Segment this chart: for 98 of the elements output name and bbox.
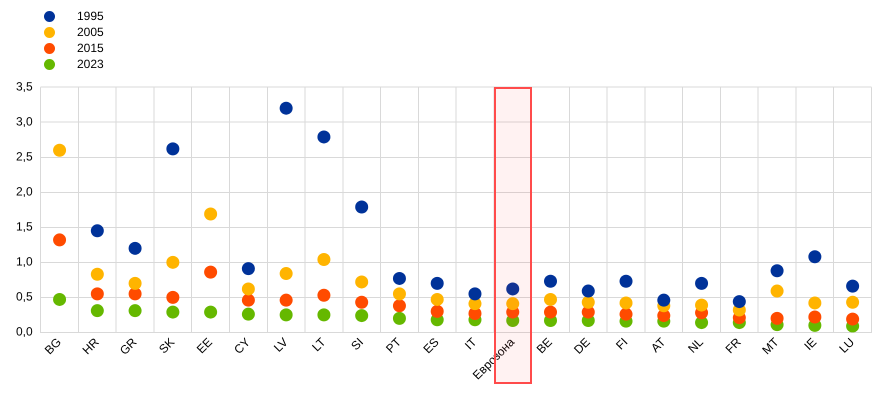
point <box>430 292 444 306</box>
x-tick-label: NL <box>685 334 706 356</box>
point <box>732 295 746 308</box>
point <box>242 282 255 296</box>
point <box>128 304 142 318</box>
point <box>53 292 66 306</box>
point <box>544 292 557 306</box>
point <box>657 294 670 307</box>
point <box>770 264 784 278</box>
x-tick-label: ES <box>420 335 442 356</box>
point <box>90 224 104 238</box>
point <box>770 312 784 325</box>
point <box>317 130 330 144</box>
x-tick-label: AT <box>648 334 669 356</box>
point <box>355 200 368 214</box>
point <box>128 287 142 300</box>
x-tick-label: LV <box>270 335 291 355</box>
y-tick-label: 2,5 <box>16 150 33 164</box>
point <box>846 312 860 326</box>
point <box>620 296 633 310</box>
x-tick-label: IT <box>462 334 480 352</box>
point <box>90 268 104 281</box>
point <box>808 310 822 324</box>
point <box>204 266 218 279</box>
point <box>846 280 860 293</box>
y-tick-label: 1,5 <box>16 220 33 234</box>
point <box>280 102 293 115</box>
point <box>392 299 406 312</box>
point <box>430 276 444 290</box>
point <box>317 288 330 302</box>
point <box>468 287 482 300</box>
x-tick-label: BE <box>534 335 555 356</box>
x-tick-label: SK <box>156 335 178 356</box>
point <box>280 294 293 307</box>
point <box>166 306 180 319</box>
x-tick-label: MT <box>759 334 782 358</box>
point <box>204 207 218 220</box>
x-tick-label: DE <box>571 335 593 357</box>
y-tick-label: 0,0 <box>16 324 33 339</box>
legend-label: 2005 <box>77 25 104 39</box>
point <box>770 284 784 298</box>
y-tick-label: 0,5 <box>16 290 33 304</box>
point <box>392 287 406 300</box>
point <box>90 304 104 318</box>
x-tick-label: SI <box>348 335 366 353</box>
point <box>582 284 595 298</box>
y-tick-label: 2,0 <box>16 184 33 199</box>
x-tick-label: GR <box>116 334 140 358</box>
point <box>695 298 708 312</box>
point <box>280 267 293 280</box>
point <box>544 306 557 319</box>
x-tick-label: LU <box>836 335 858 356</box>
y-tick-label: 3,0 <box>16 114 33 129</box>
x-tick-label: LT <box>309 334 329 354</box>
x-tick-label: FR <box>722 334 744 356</box>
point <box>128 242 142 255</box>
point <box>242 308 255 321</box>
point <box>695 276 708 290</box>
point <box>355 296 368 309</box>
x-tick-label: IE <box>801 335 820 353</box>
x-tick-label: FI <box>613 335 630 352</box>
point <box>280 308 293 322</box>
y-tick-label: 3,5 <box>16 80 33 94</box>
point <box>355 309 368 322</box>
point <box>90 287 104 300</box>
point <box>808 250 822 264</box>
point <box>430 304 444 318</box>
point <box>166 256 180 269</box>
point <box>355 275 368 288</box>
point <box>53 144 66 157</box>
point <box>317 308 330 322</box>
point <box>242 262 255 276</box>
point <box>204 306 218 319</box>
x-tick-label: CY <box>231 335 253 357</box>
point <box>620 308 633 321</box>
point <box>242 294 255 307</box>
point <box>392 272 406 285</box>
point <box>53 233 66 246</box>
legend-label: 1995 <box>77 9 104 23</box>
point <box>582 296 595 309</box>
y-tick-label: 1,0 <box>16 254 33 269</box>
legend-label: 2015 <box>77 41 104 55</box>
x-tick-label: PT <box>383 334 404 356</box>
point <box>317 253 330 266</box>
point <box>506 282 520 296</box>
point <box>808 296 822 310</box>
point <box>128 276 142 290</box>
point <box>544 274 557 288</box>
x-tick-label: BG <box>42 335 64 358</box>
point <box>846 296 860 309</box>
x-tick-label: EE <box>194 335 216 356</box>
point <box>506 297 520 310</box>
point <box>620 274 633 288</box>
point <box>166 290 180 304</box>
x-tick-label: HR <box>80 334 102 358</box>
point <box>392 312 406 325</box>
legend-label: 2023 <box>77 57 104 71</box>
point <box>166 142 180 156</box>
